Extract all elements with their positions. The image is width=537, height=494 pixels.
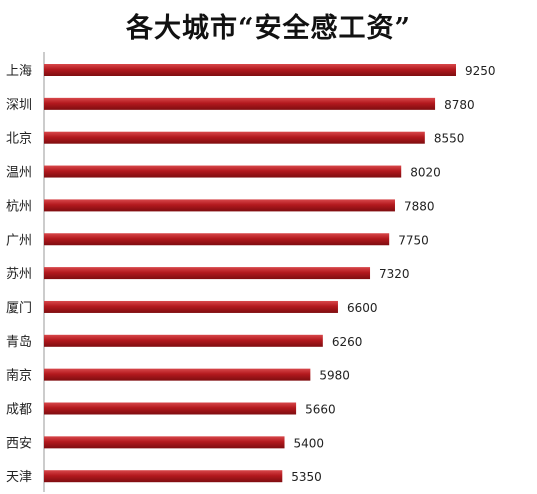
category-label: 成都 [6, 403, 32, 418]
bar [44, 402, 297, 415]
bar [44, 199, 395, 212]
data-label: 8780 [444, 98, 475, 112]
bar [44, 97, 436, 110]
bar [44, 131, 425, 144]
data-label: 5980 [319, 369, 350, 383]
data-label: 8020 [410, 166, 441, 180]
data-label: 8550 [434, 132, 465, 146]
bar [44, 267, 371, 280]
data-label: 5660 [305, 403, 336, 417]
bar [44, 300, 338, 313]
chart-title: 各大城市“安全感工资” [125, 13, 412, 44]
category-label: 青岛 [6, 334, 32, 350]
data-label: 7320 [379, 267, 410, 281]
bar [44, 165, 402, 178]
category-label: 北京 [6, 132, 32, 147]
bar [44, 233, 390, 246]
category-label: 苏州 [6, 266, 32, 282]
bar [44, 64, 456, 76]
bar [44, 470, 283, 483]
category-label: 杭州 [6, 199, 32, 214]
category-label: 南京 [6, 368, 32, 384]
category-label: 西安 [6, 436, 32, 451]
bar [44, 334, 323, 347]
bar [44, 436, 285, 449]
category-label: 天津 [6, 470, 32, 485]
category-label: 上海 [6, 64, 32, 79]
bar [44, 368, 311, 381]
data-label: 6260 [332, 335, 363, 349]
data-label: 9250 [465, 64, 496, 78]
data-label: 5400 [294, 436, 325, 450]
data-label: 5350 [291, 470, 322, 484]
data-label: 7880 [404, 199, 435, 213]
category-label: 厦门 [6, 301, 32, 316]
data-label: 7750 [398, 233, 429, 247]
data-label: 6600 [347, 301, 378, 315]
category-label: 广州 [6, 233, 32, 248]
category-label: 温州 [6, 166, 32, 181]
category-label: 深圳 [6, 98, 32, 113]
